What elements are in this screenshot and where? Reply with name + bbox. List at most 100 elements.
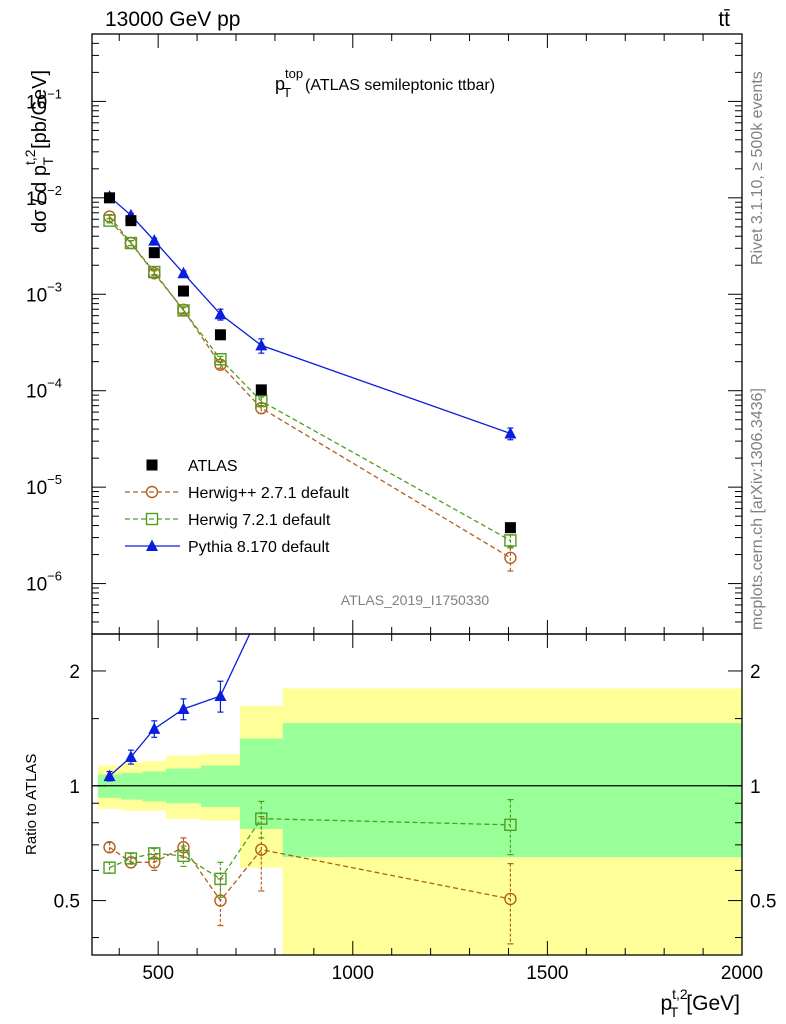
header-right: tt̄ [718, 8, 730, 31]
ratio-series-1-point-3 [177, 849, 190, 863]
main-y-label-unit: [pb/GeV] [29, 70, 51, 149]
ratio-series-2-group [103, 603, 267, 782]
main-series-0-point-3 [177, 285, 189, 297]
ratio-series-1-point-1 [124, 852, 138, 865]
main-series-3-line [109, 196, 511, 435]
legend: ATLAS Herwig++ 2.7.1 default Herwig 7.2.1 … [125, 458, 350, 556]
main-y-label: dσ / d pt,2 T [pb/GeV] [22, 70, 56, 233]
main-ytick-exp-3: −3 [47, 279, 62, 294]
band-green-2 [142, 771, 166, 802]
ratio-series-1-point-2 [148, 847, 161, 860]
ratio-series-2-point-1 [124, 750, 137, 762]
x-axis-label-unit: [GeV] [686, 992, 740, 1015]
main-series-2-point-1 [124, 236, 138, 250]
ratio-series-2-point-0 [103, 769, 116, 782]
main-ytick-label-2: 10−4 [26, 376, 62, 403]
x-tick-label-2: 1500 [526, 963, 568, 984]
mcplots-label: mcplots.cern.ch [arXiv:1306.3436] [749, 388, 766, 630]
main-title-sub: T [283, 85, 291, 100]
ratio-series-0-point-5 [255, 843, 268, 856]
ratio-series-1-point-5 [255, 812, 268, 825]
main-series-2-group [103, 214, 517, 548]
main-y-label-main: dσ / d p [29, 165, 51, 233]
main-series-0-point-0 [104, 192, 116, 204]
main-y-label-sub: T [40, 156, 56, 165]
legend-marker-3 [146, 539, 158, 551]
main-series-2-point-4 [214, 353, 227, 366]
main-series-3-point-6 [504, 426, 517, 439]
main-series-3-point-5 [255, 338, 268, 351]
main-series-3-point-3 [177, 266, 190, 279]
ratio-axes: 0.5 0.5 1 1 2 2 500 1000 1500 2000 [54, 633, 776, 984]
main-ytick-exp-1: −5 [47, 472, 62, 487]
legend-entry-3: Pythia 8.170 default [125, 539, 330, 556]
main-series-2-point-6 [504, 534, 517, 547]
ratio-series-0-point-0 [103, 841, 116, 854]
legend-entry-2: Herwig 7.2.1 default [125, 512, 331, 529]
main-series-0-point-2 [148, 247, 160, 259]
legend-label-1: Herwig++ 2.7.1 default [188, 485, 350, 502]
legend-label-2: Herwig 7.2.1 default [188, 512, 331, 529]
x-axis-label-sup: t,2 [672, 986, 688, 1002]
legend-marker-2 [145, 512, 159, 526]
legend-entry-1: Herwig++ 2.7.1 default [125, 485, 350, 502]
ratio-series-2-point-5 [255, 603, 267, 615]
legend-marker-0 [146, 459, 158, 471]
ratio-series-0-point-2 [148, 856, 161, 869]
main-axes: 10−610−510−410−310−210−1 [26, 33, 743, 635]
ratio-ytick-label-right-0: 0.5 [750, 892, 776, 913]
x-axis-label: pt,2 T [GeV] [660, 986, 740, 1020]
main-ytick-exp-4: −2 [47, 183, 62, 198]
rivet-label: Rivet 3.1.10, ≥ 500k events [749, 71, 766, 265]
ratio-series-2-point-3 [177, 702, 190, 714]
ratio-panel: 0.5 0.5 1 1 2 2 500 1000 1500 2000 Ratio to ATLAS… [23, 603, 776, 1020]
ratio-series-2-point-2 [148, 722, 161, 734]
ratio-plot-area [92, 603, 742, 955]
main-series-2-point-3 [177, 304, 190, 317]
ratio-series-1-point-4 [214, 872, 227, 886]
main-panel: 10−610−510−410−310−210−1 ptop T (ATLAS sem… [22, 33, 743, 635]
main-series-0-point-5 [255, 384, 267, 396]
ratio-ytick-label-left-0: 0.5 [54, 892, 80, 913]
ratio-y-label: Ratio to ATLAS [23, 754, 40, 855]
main-title-p: p [275, 74, 285, 94]
legend-label-3: Pythia 8.170 default [188, 539, 330, 556]
watermark: ATLAS_2019_I1750330 [341, 592, 490, 608]
main-ytick-label-3: 10−3 [26, 279, 62, 306]
ratio-series-1-point-0 [103, 861, 116, 874]
band-green-6 [282, 723, 742, 858]
legend-marker-1 [145, 485, 159, 499]
main-plot-area [103, 190, 517, 572]
x-axis-label-sub: T [670, 1004, 679, 1020]
legend-entry-0: ATLAS [146, 458, 238, 475]
main-series-0-point-6 [504, 522, 516, 534]
ratio-series-2-point-4 [214, 689, 227, 701]
ratio-ytick-label-left-1: 1 [69, 777, 80, 798]
x-tick-label-3: 2000 [721, 963, 763, 984]
main-series-3-point-4 [214, 307, 227, 320]
ratio-series-0-point-6 [504, 892, 517, 906]
ratio-frame [91, 633, 743, 956]
main-ytick-label-0: 10−6 [26, 569, 62, 596]
main-series-2-point-5 [255, 394, 268, 408]
ratio-ytick-label-right-1: 1 [750, 777, 761, 798]
ratio-series-1-point-6 [504, 818, 517, 832]
main-series-0-point-1 [125, 215, 137, 227]
header-left: 13000 GeV pp [105, 8, 240, 31]
main-series-1-point-6 [504, 551, 517, 565]
x-axis-label-p: p [660, 992, 672, 1015]
main-ytick-exp-0: −6 [47, 569, 62, 584]
main-title-rest: (ATLAS semileptonic ttbar) [305, 77, 495, 94]
band-green-5 [239, 738, 283, 830]
main-title: ptop T (ATLAS semileptonic ttbar) [275, 66, 495, 100]
main-y-label-sup: t,2 [22, 149, 38, 165]
main-title-sup: top [285, 66, 303, 81]
legend-label-0: ATLAS [188, 458, 238, 475]
main-series-0-group [104, 192, 516, 534]
ratio-ytick-label-right-2: 2 [750, 662, 761, 683]
x-tick-label-0: 500 [142, 963, 174, 984]
main-series-0-point-4 [214, 329, 226, 341]
main-series-3-point-2 [148, 234, 161, 246]
main-series-2-point-2 [148, 265, 161, 279]
